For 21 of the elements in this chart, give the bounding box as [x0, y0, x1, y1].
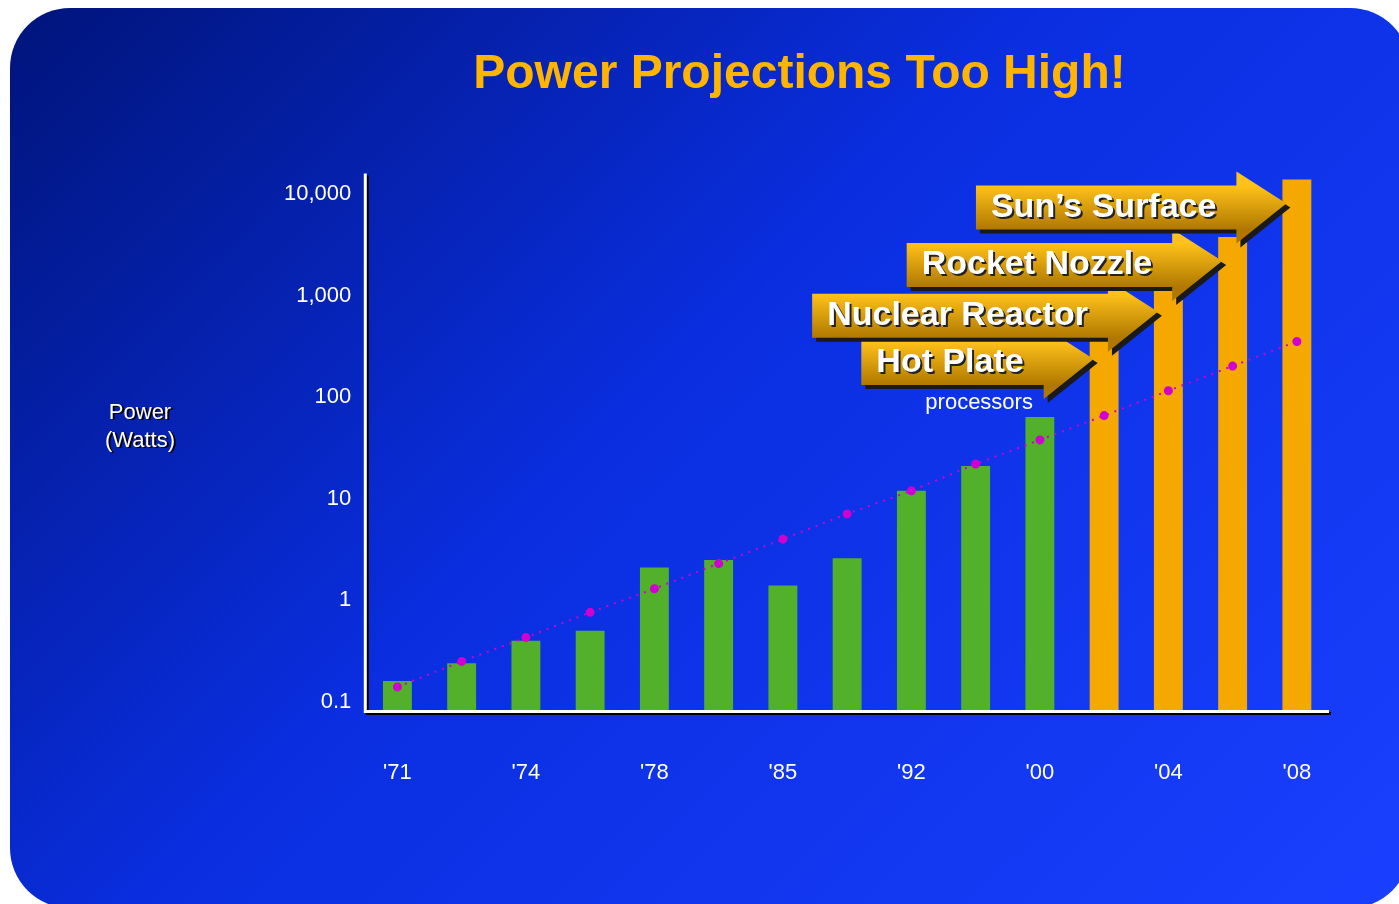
annotation: processors — [925, 389, 1033, 415]
y-tick-label: 1 — [339, 586, 352, 612]
chart-title: Power Projections Too High! — [473, 45, 1126, 99]
x-tick-label: '71 — [383, 758, 412, 784]
annotation: Nuclear Reactor — [829, 296, 1090, 335]
y-tick-label: 0.1 — [320, 687, 352, 713]
x-tick-label: '00 — [1025, 758, 1055, 784]
annotation: Sun’s Surface — [992, 187, 1219, 226]
x-tick-label: '85 — [768, 758, 798, 784]
x-tick-label: '92 — [897, 758, 926, 784]
x-tick-label: '08 — [1282, 758, 1312, 784]
y-tick-label: 10 — [326, 484, 352, 510]
y-tick-label: 100 — [314, 383, 352, 409]
x-tick-label: '78 — [640, 758, 669, 784]
y-axis-title: Power (Watts) — [106, 398, 178, 453]
x-tick-label: '74 — [511, 758, 541, 784]
x-tick-label: '04 — [1154, 758, 1183, 784]
y-tick-label: 1,000 — [296, 281, 352, 307]
annotation: Rocket Nozzle — [923, 245, 1155, 284]
y-tick-label: 10,000 — [283, 180, 352, 206]
annotation: Hot Plate — [878, 343, 1026, 382]
